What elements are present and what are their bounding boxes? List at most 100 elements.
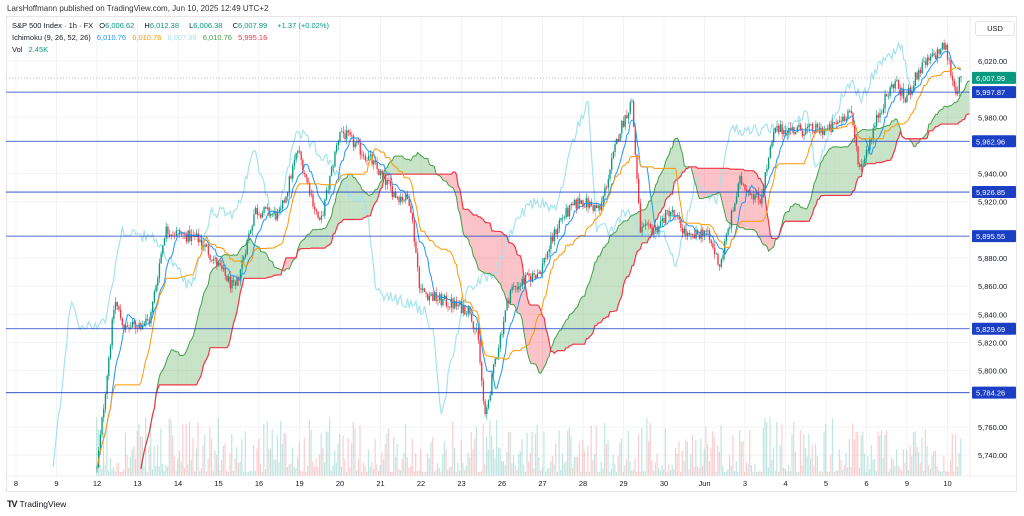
volume-bar [249, 470, 251, 476]
volume-bar [956, 466, 958, 476]
volume-bar [462, 463, 464, 476]
ichimoku-cloud-segment [628, 216, 631, 277]
volume-bar [276, 434, 278, 476]
candle-body [428, 295, 431, 301]
ichimoku-cloud-segment [562, 323, 565, 351]
volume-bar [388, 428, 390, 476]
ichimoku-cloud-segment [626, 219, 629, 277]
candle-body [173, 235, 176, 236]
volume-bar [701, 466, 704, 476]
level-price-label: 5,829.69 [976, 325, 1005, 334]
candle-body [555, 229, 557, 235]
candle-body [882, 108, 885, 113]
volume-bar [874, 459, 876, 476]
volume-bar [509, 431, 511, 476]
volume-bar [546, 469, 548, 476]
candle-body [950, 60, 952, 76]
volume-bar [796, 471, 798, 476]
volume-bar [200, 468, 202, 476]
volume-bar [646, 417, 648, 476]
ichimoku-cloud-segment [579, 297, 582, 345]
symbol-label[interactable]: S&P 500 Index · 1h · FX [12, 21, 94, 30]
ichimoku-cloud-segment [964, 84, 967, 120]
candle-body [297, 150, 299, 154]
ichimoku-cloud-segment [188, 341, 190, 385]
volume-bar [205, 471, 208, 476]
candle-body [298, 150, 301, 152]
volume-bar [929, 469, 931, 476]
candle-body [324, 199, 326, 216]
volume-bar [497, 447, 499, 476]
volume-bar [916, 447, 918, 476]
volume-bar [911, 455, 913, 476]
candle-body [631, 101, 633, 103]
volume-bar [403, 452, 405, 476]
time-tick-label: 6 [864, 479, 868, 488]
volume-bar [180, 461, 182, 476]
ichimoku-label[interactable]: Ichimoku (9, 26, 52, 26) [12, 33, 91, 42]
ichimoku-cloud-segment [755, 172, 757, 233]
price-tick-label: 5,940.00 [978, 170, 1007, 179]
ichimoku-cloud-segment [255, 245, 258, 279]
volume-bar [418, 470, 420, 476]
ichimoku-cloud-segment [665, 157, 668, 200]
ichimoku-cloud-segment [880, 127, 882, 163]
tradingview-brand[interactable]: TV TradingView [7, 499, 66, 509]
ichimoku-cloud-segment [648, 200, 651, 239]
volume-bar [99, 465, 101, 476]
ichimoku-cloud-segment [701, 168, 703, 199]
candle-body [113, 309, 115, 320]
candle-body [788, 128, 790, 135]
ichimoku-cloud-segment [527, 297, 529, 359]
candle-body [891, 84, 893, 88]
volume-bar [221, 459, 223, 476]
volume-bar [752, 471, 754, 476]
ichimoku-cloud-segment [272, 261, 275, 277]
candle-body [452, 298, 454, 309]
ichimoku-cloud-segment [196, 314, 199, 385]
level-price-label-bg [972, 322, 1016, 335]
volume-bar [342, 435, 344, 476]
ichimoku-cloud-segment [424, 158, 427, 175]
candle-body [744, 184, 746, 191]
volume-bar [869, 468, 871, 476]
volume-bar [890, 457, 893, 476]
volume-label[interactable]: Vol [12, 45, 23, 54]
time-tick-label: 23 [457, 479, 465, 488]
ichimoku-cloud-segment [530, 305, 533, 364]
ichimoku-cloud-segment [540, 310, 543, 374]
ichimoku-cloud-segment [697, 168, 700, 199]
time-tick-label: Jun [698, 479, 710, 488]
ichimoku-cloud-segment [966, 81, 968, 116]
volume-bar [602, 468, 604, 476]
volume-bar [543, 431, 545, 476]
volume-bar [533, 468, 535, 476]
volume-bar [359, 425, 361, 476]
volume-bar [674, 447, 677, 476]
ichimoku-cloud-segment [314, 229, 317, 249]
level-price-label: 5,895.55 [976, 232, 1005, 241]
volume-bar [210, 438, 213, 476]
volume-bar [730, 465, 732, 476]
candle-body [303, 172, 306, 175]
volume-bar [914, 431, 916, 476]
volume-bar [460, 440, 462, 476]
candle-body [892, 84, 895, 89]
ichimoku-cloud-segment [959, 93, 961, 122]
ichimoku-cloud-segment [670, 147, 673, 195]
currency-button[interactable]: USD [975, 21, 1015, 36]
ichimoku-cloud-segment [542, 316, 545, 371]
candle-body [388, 179, 390, 182]
volume-bar [897, 465, 899, 476]
candle-body [595, 205, 598, 208]
candle-body [152, 301, 154, 313]
candle-body [766, 168, 768, 173]
candle-body [317, 211, 319, 218]
publish-attribution: LarsHoffmann published on TradingView.co… [7, 4, 269, 13]
volume-bar [305, 471, 307, 476]
time-tick-label: 3 [743, 479, 747, 488]
volume-bar [256, 448, 258, 476]
volume-bar [558, 430, 560, 476]
volume-bar [435, 469, 437, 476]
